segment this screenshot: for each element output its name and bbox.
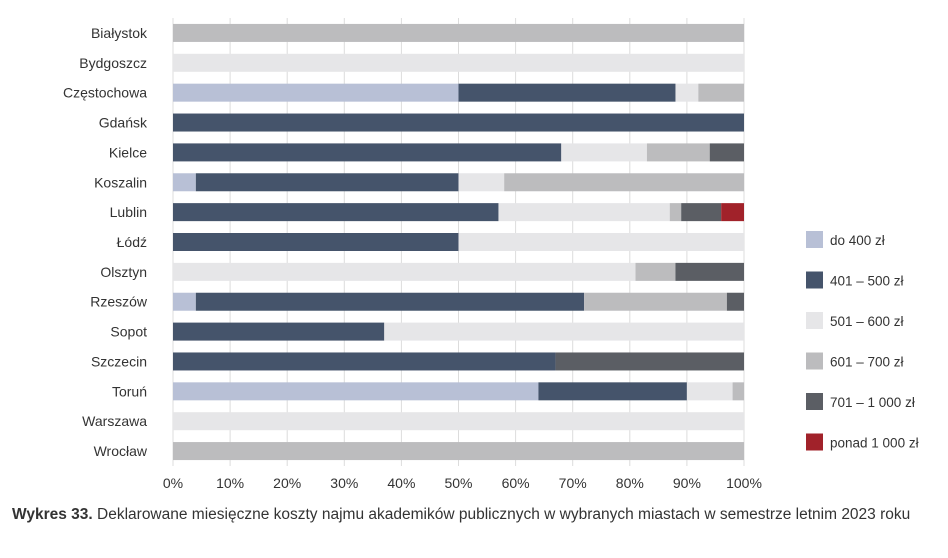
bar-segment xyxy=(732,382,744,401)
x-tick-label: 50% xyxy=(444,475,472,491)
category-label: Łódź xyxy=(117,234,147,250)
bar-segment xyxy=(195,173,459,192)
bar-segment xyxy=(173,143,562,162)
bar-segment xyxy=(669,203,682,222)
x-tick-label: 90% xyxy=(673,475,701,491)
category-label: Szczecin xyxy=(91,353,147,369)
category-label: Sopot xyxy=(110,324,147,340)
bar-segment xyxy=(635,262,676,281)
legend-label: ponad 1 000 zł xyxy=(830,436,919,451)
bar-segment xyxy=(195,292,585,311)
x-tick-label: 70% xyxy=(559,475,587,491)
category-label: Częstochowa xyxy=(63,85,147,101)
legend-swatch xyxy=(806,312,823,329)
legend-label: do 400 zł xyxy=(830,233,885,248)
bar-segment xyxy=(458,173,505,192)
bar-segment xyxy=(173,23,744,42)
bar-segment xyxy=(538,382,687,401)
bar-segment xyxy=(173,412,744,431)
bar-segment xyxy=(675,262,744,281)
category-label: Warszawa xyxy=(82,413,147,429)
chart-caption: Wykres 33. Deklarowane miesięczne koszty… xyxy=(12,506,942,524)
legend-swatch xyxy=(806,433,823,451)
bar-segment xyxy=(709,143,744,162)
bar-segment xyxy=(561,143,647,162)
x-tick-label: 80% xyxy=(616,475,644,491)
x-tick-label: 0% xyxy=(163,475,183,491)
bar-segment xyxy=(458,233,744,251)
x-tick-label: 100% xyxy=(726,475,762,491)
x-tick-label: 40% xyxy=(387,475,415,491)
bar-segment xyxy=(173,352,556,371)
bar-segment xyxy=(173,83,459,102)
bar-segment xyxy=(173,233,459,251)
category-label: Wrocław xyxy=(94,443,148,459)
category-label: Lublin xyxy=(110,204,147,220)
bar-segment xyxy=(173,262,636,281)
category-label: Koszalin xyxy=(94,174,147,190)
bar-segment xyxy=(584,292,727,311)
bar-segment xyxy=(173,53,744,72)
bar-segment xyxy=(504,173,744,192)
category-label: Gdańsk xyxy=(99,115,148,131)
x-tick-label: 20% xyxy=(273,475,301,491)
bar-segment xyxy=(646,143,710,162)
x-tick-label: 60% xyxy=(502,475,530,491)
bar-segment xyxy=(498,203,670,222)
bar-segment xyxy=(173,292,196,311)
bar-segment xyxy=(173,382,539,401)
bar-segment xyxy=(173,322,385,341)
legend-swatch xyxy=(806,271,823,289)
bar-segment xyxy=(698,83,744,102)
category-label: Rzeszów xyxy=(90,294,148,310)
bar-segment xyxy=(675,83,699,102)
bar-segment xyxy=(173,442,744,461)
bar-segment xyxy=(384,322,744,341)
legend-label: 501 – 600 zł xyxy=(830,314,904,329)
bar-segment xyxy=(555,352,744,371)
category-label: Toruń xyxy=(112,383,147,399)
legend-label: 601 – 700 zł xyxy=(830,355,904,370)
legend-swatch xyxy=(806,231,823,248)
caption-label: Wykres 33. xyxy=(12,506,93,523)
legend-swatch xyxy=(806,393,823,410)
category-label: Bydgoszcz xyxy=(79,55,147,71)
caption-text: Deklarowane miesięczne koszty najmu akad… xyxy=(92,506,911,523)
stacked-bar-chart: Białystok Bydgoszcz Częstochowa Gdańsk Kielc… xyxy=(63,18,919,491)
legend-label: 701 – 1 000 zł xyxy=(830,395,915,410)
x-tick-label: 30% xyxy=(330,475,358,491)
bar-segment xyxy=(173,173,196,192)
bar-segment xyxy=(173,203,499,222)
bar-segment xyxy=(686,382,733,401)
category-label: Białystok xyxy=(91,25,148,41)
bar-segment xyxy=(173,113,744,132)
bar-segment xyxy=(721,203,744,222)
category-label: Olsztyn xyxy=(100,264,147,280)
bar-segment xyxy=(726,292,744,311)
bar-segment xyxy=(681,203,722,222)
category-label: Kielce xyxy=(109,144,147,160)
legend-swatch xyxy=(806,352,823,370)
bar-segment xyxy=(458,83,676,102)
x-tick-label: 10% xyxy=(216,475,244,491)
legend-label: 401 – 500 zł xyxy=(830,274,904,289)
